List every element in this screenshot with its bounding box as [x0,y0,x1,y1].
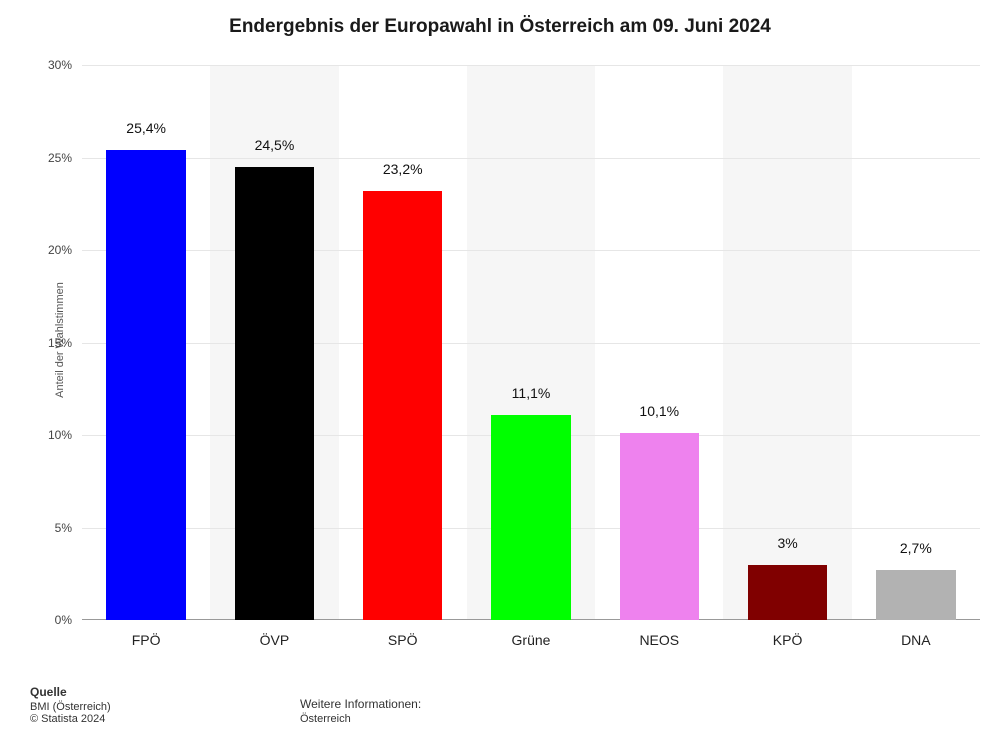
more-heading: Weitere Informationen: [300,697,421,711]
bar-value-label: 3% [777,535,797,551]
y-tick-label: 15% [48,336,82,350]
x-tick-label: DNA [901,620,931,648]
bar-value-label: 24,5% [255,137,295,153]
bar [491,415,571,620]
bar [620,433,700,620]
bar [106,150,186,620]
bar-value-label: 10,1% [639,403,679,419]
source-line: © Statista 2024 [30,713,111,725]
footer-more: Weitere Informationen: Österreich [300,697,421,725]
bar [235,167,315,620]
source-heading: Quelle [30,685,111,699]
source-line: BMI (Österreich) [30,701,111,713]
grid-line [82,65,980,66]
y-tick-label: 25% [48,151,82,165]
x-tick-label: KPÖ [773,620,803,648]
x-tick-label: FPÖ [132,620,161,648]
bar-value-label: 23,2% [383,161,423,177]
grid-line [82,343,980,344]
x-tick-label: Grüne [512,620,551,648]
x-tick-label: SPÖ [388,620,418,648]
bar-value-label: 25,4% [126,120,166,136]
bar [876,570,956,620]
more-line: Österreich [300,713,421,725]
chart-title: Endergebnis der Europawahl in Österreich… [0,16,1000,38]
plot-area: 0%5%10%15%20%25%30%25,4%FPÖ24,5%ÖVP23,2%… [82,65,980,620]
grid-line [82,250,980,251]
grid-line [82,158,980,159]
y-tick-label: 0% [55,613,82,627]
bar [748,565,828,621]
bar-value-label: 11,1% [512,385,551,401]
y-tick-label: 10% [48,428,82,442]
y-tick-label: 5% [55,521,82,535]
x-tick-label: NEOS [639,620,679,648]
x-tick-label: ÖVP [260,620,290,648]
bar [363,191,443,620]
y-tick-label: 30% [48,58,82,72]
bar-value-label: 2,7% [900,540,932,556]
y-tick-label: 20% [48,243,82,257]
footer-source: Quelle BMI (Österreich) © Statista 2024 [30,685,111,725]
chart-container: Endergebnis der Europawahl in Österreich… [0,0,1000,743]
